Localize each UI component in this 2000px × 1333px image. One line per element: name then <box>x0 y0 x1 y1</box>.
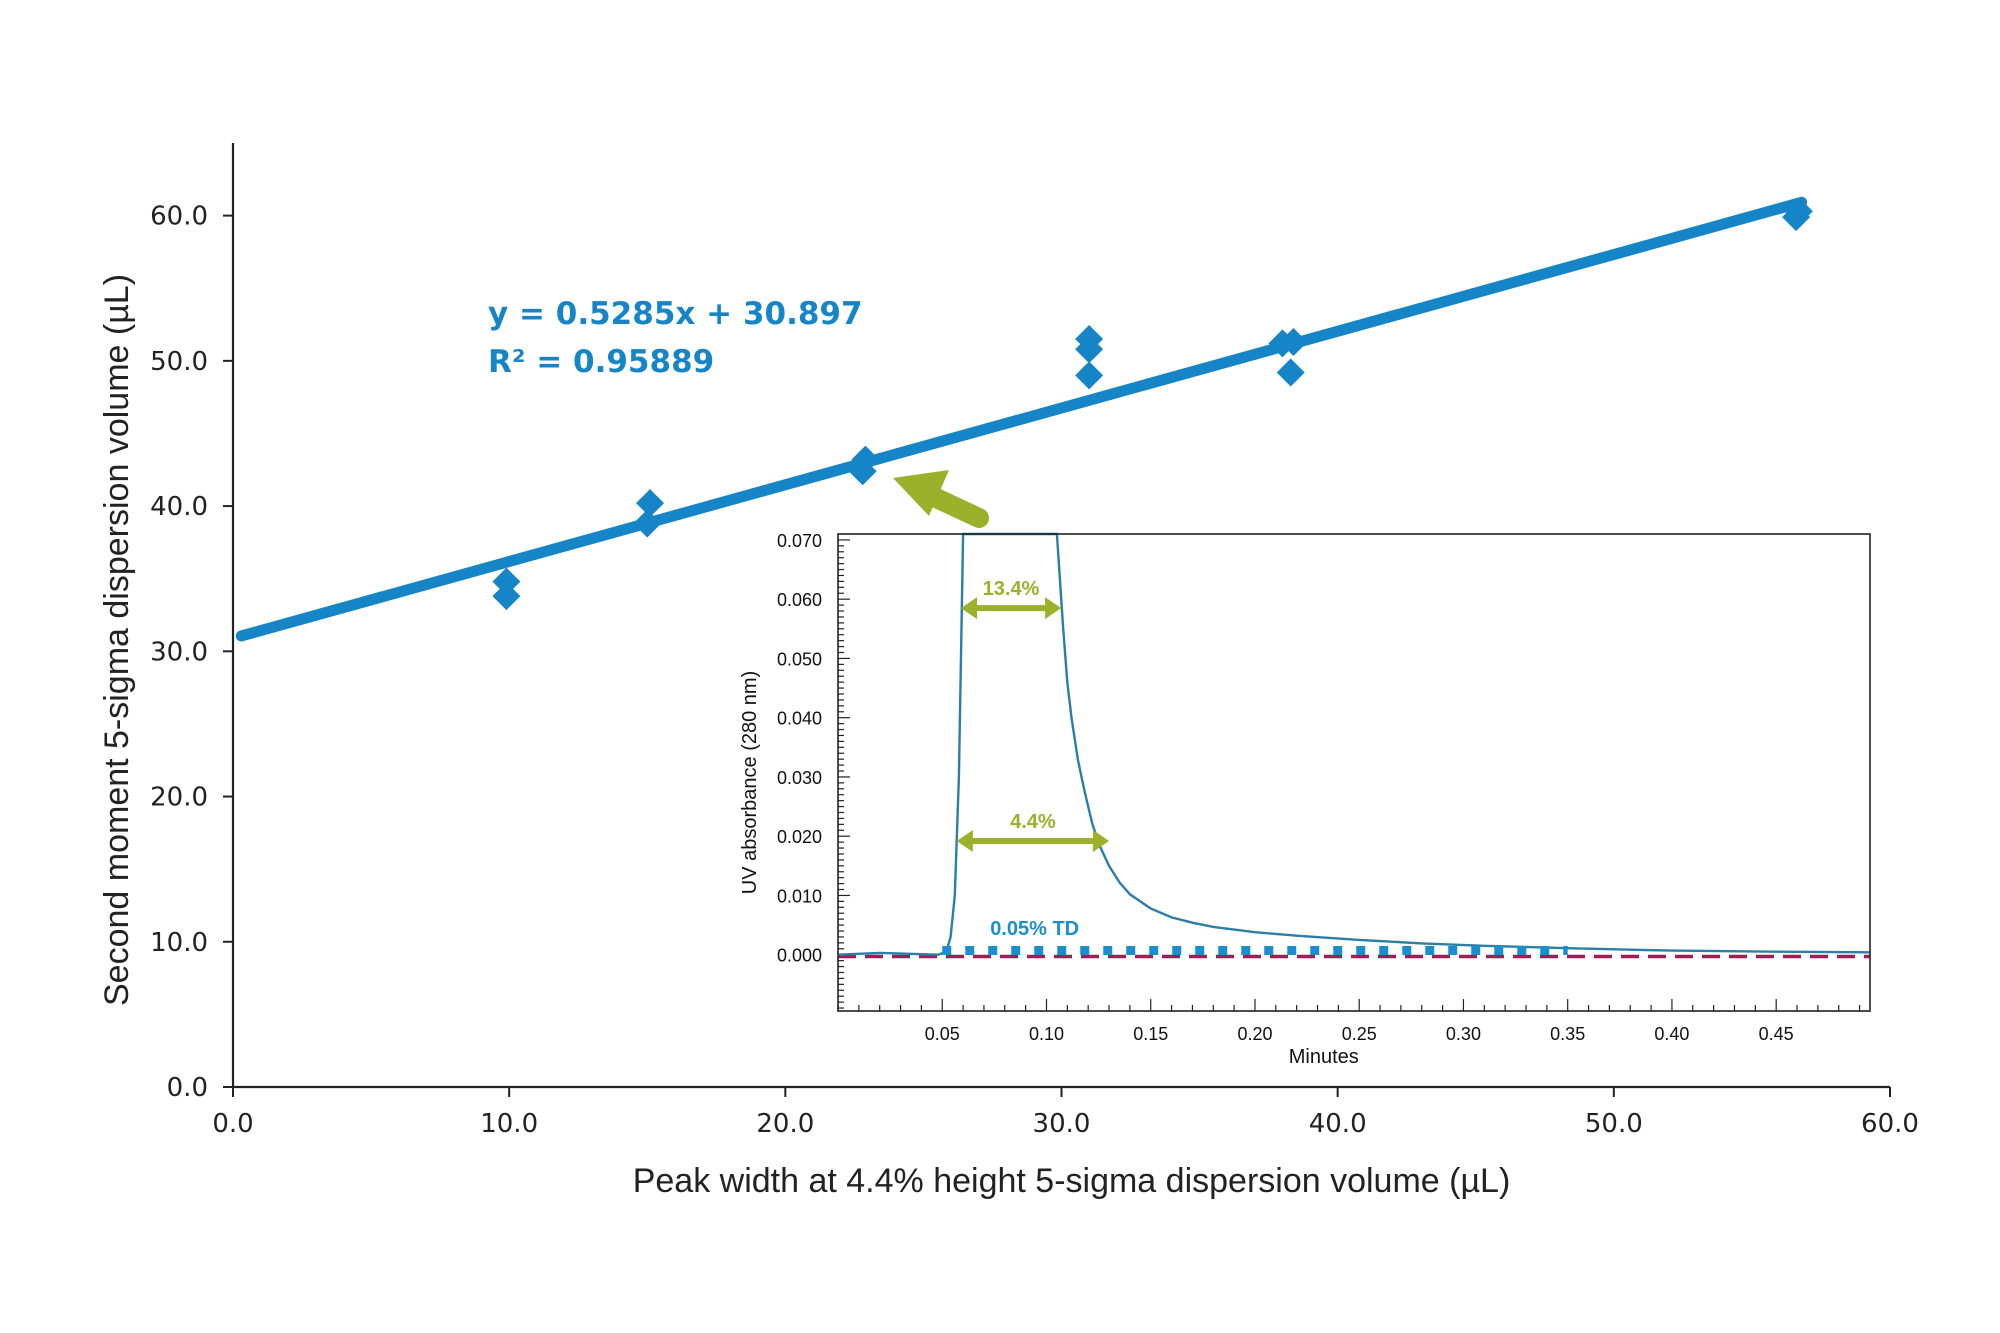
main-scatter-plot: 0.0 10.0 20.0 30.0 40.0 50.0 60.0 0.0 10.0 20.0 3… <box>98 143 1919 1200</box>
data-point-marker <box>1782 203 1811 232</box>
main-y-tick-label: 50.0 <box>150 347 208 377</box>
inset-x-tick-label: 0.40 <box>1654 1024 1689 1044</box>
main-y-tick-label: 10.0 <box>150 928 208 958</box>
arrow-head <box>893 470 949 516</box>
main-x-tick-label: 0.0 <box>212 1109 253 1139</box>
width-arrow-right-head <box>1045 597 1062 620</box>
main-x-tick-label: 40.0 <box>1309 1109 1367 1139</box>
main-y-tick-label: 40.0 <box>150 492 208 522</box>
r-squared-label: R² = 0.95889 <box>488 344 714 380</box>
width-arrow-right-head <box>1093 829 1110 852</box>
inset-y-tick-labels: 0.000 0.010 0.020 0.030 0.040 0.050 0.060 0.070 <box>777 531 822 966</box>
inset-y-tick-label: 0.010 <box>777 886 822 906</box>
pointer-arrow-icon <box>893 470 989 528</box>
data-point-marker <box>1075 335 1104 364</box>
main-x-tick-label: 20.0 <box>756 1109 814 1139</box>
inset-y-tick-label: 0.030 <box>777 768 822 788</box>
width-annotation-label: 13.4% <box>983 578 1040 600</box>
data-point-marker <box>636 489 665 518</box>
data-point-marker <box>848 457 877 486</box>
width-annotation-label: 4.4% <box>1010 811 1056 833</box>
inset-frame <box>837 533 1871 1012</box>
inset-background <box>838 534 1870 1011</box>
data-point-marker <box>1276 358 1305 387</box>
trendline-equation: y = 0.5285x + 30.897 <box>488 296 863 332</box>
inset-y-tick-label: 0.050 <box>777 649 822 669</box>
inset-x-tick-labels: 0.05 0.10 0.15 0.20 0.25 0.30 0.35 0.40 0.45 <box>925 1024 1794 1044</box>
main-x-tick-label: 10.0 <box>480 1109 538 1139</box>
inset-y-tick-label: 0.070 <box>777 531 822 551</box>
data-point-marker <box>1075 361 1104 390</box>
data-points <box>492 197 1813 611</box>
main-x-axis-title: Peak width at 4.4% height 5-sigma disper… <box>633 1162 1511 1200</box>
data-point-marker <box>633 509 662 538</box>
data-point-marker <box>1279 327 1308 356</box>
width-arrow-left-head <box>956 829 973 852</box>
inset-x-tick-label: 0.05 <box>925 1024 960 1044</box>
data-point-marker <box>492 582 521 611</box>
inset-chromatogram: 0.05 0.10 0.15 0.20 0.25 0.30 0.35 0.40 0.45 0.0… <box>739 531 1871 1068</box>
main-x-tick-label: 60.0 <box>1861 1109 1919 1139</box>
inset-x-tick-label: 0.35 <box>1550 1024 1585 1044</box>
main-y-tick-label: 60.0 <box>150 202 208 232</box>
inset-y-tick-label: 0.000 <box>777 946 822 966</box>
inset-y-tick-label: 0.060 <box>777 590 822 610</box>
main-y-tick-label: 0.0 <box>167 1073 208 1103</box>
uv-trace-line <box>837 532 1871 956</box>
inset-x-tick-label: 0.10 <box>1029 1024 1064 1044</box>
inset-x-tick-label: 0.45 <box>1759 1024 1794 1044</box>
main-y-axis-title: Second moment 5-sigma dispersion volume … <box>98 274 136 1006</box>
inset-x-tick-label: 0.15 <box>1133 1024 1168 1044</box>
main-y-tick-labels: 0.0 10.0 20.0 30.0 40.0 50.0 60.0 <box>150 202 208 1103</box>
width-arrow-left-head <box>961 597 978 620</box>
inset-y-axis-title: UV absorbance (280 nm) <box>739 671 761 894</box>
arrow-shaft <box>922 486 989 528</box>
td-annotation-label: 0.05% TD <box>990 918 1079 940</box>
main-y-tick-label: 30.0 <box>150 637 208 667</box>
main-y-tick-label: 20.0 <box>150 783 208 813</box>
inset-y-tick-label: 0.020 <box>777 827 822 847</box>
inset-x-tick-label: 0.30 <box>1446 1024 1481 1044</box>
trendline <box>235 196 1808 642</box>
main-x-tick-label: 50.0 <box>1585 1109 1643 1139</box>
main-x-tick-labels: 0.0 10.0 20.0 30.0 40.0 50.0 60.0 <box>212 1109 1919 1139</box>
main-x-tick-label: 30.0 <box>1033 1109 1091 1139</box>
inset-x-axis-title: Minutes <box>1289 1046 1359 1068</box>
inset-tick-marks <box>837 539 1861 1011</box>
data-point-marker <box>492 567 521 596</box>
inset-x-tick-label: 0.25 <box>1342 1024 1377 1044</box>
inset-y-tick-label: 0.040 <box>777 709 822 729</box>
main-tick-marks <box>223 214 1891 1097</box>
inset-x-tick-label: 0.20 <box>1237 1024 1272 1044</box>
width-annotations: 13.4% 4.4% 0.05% TD <box>956 578 1110 940</box>
